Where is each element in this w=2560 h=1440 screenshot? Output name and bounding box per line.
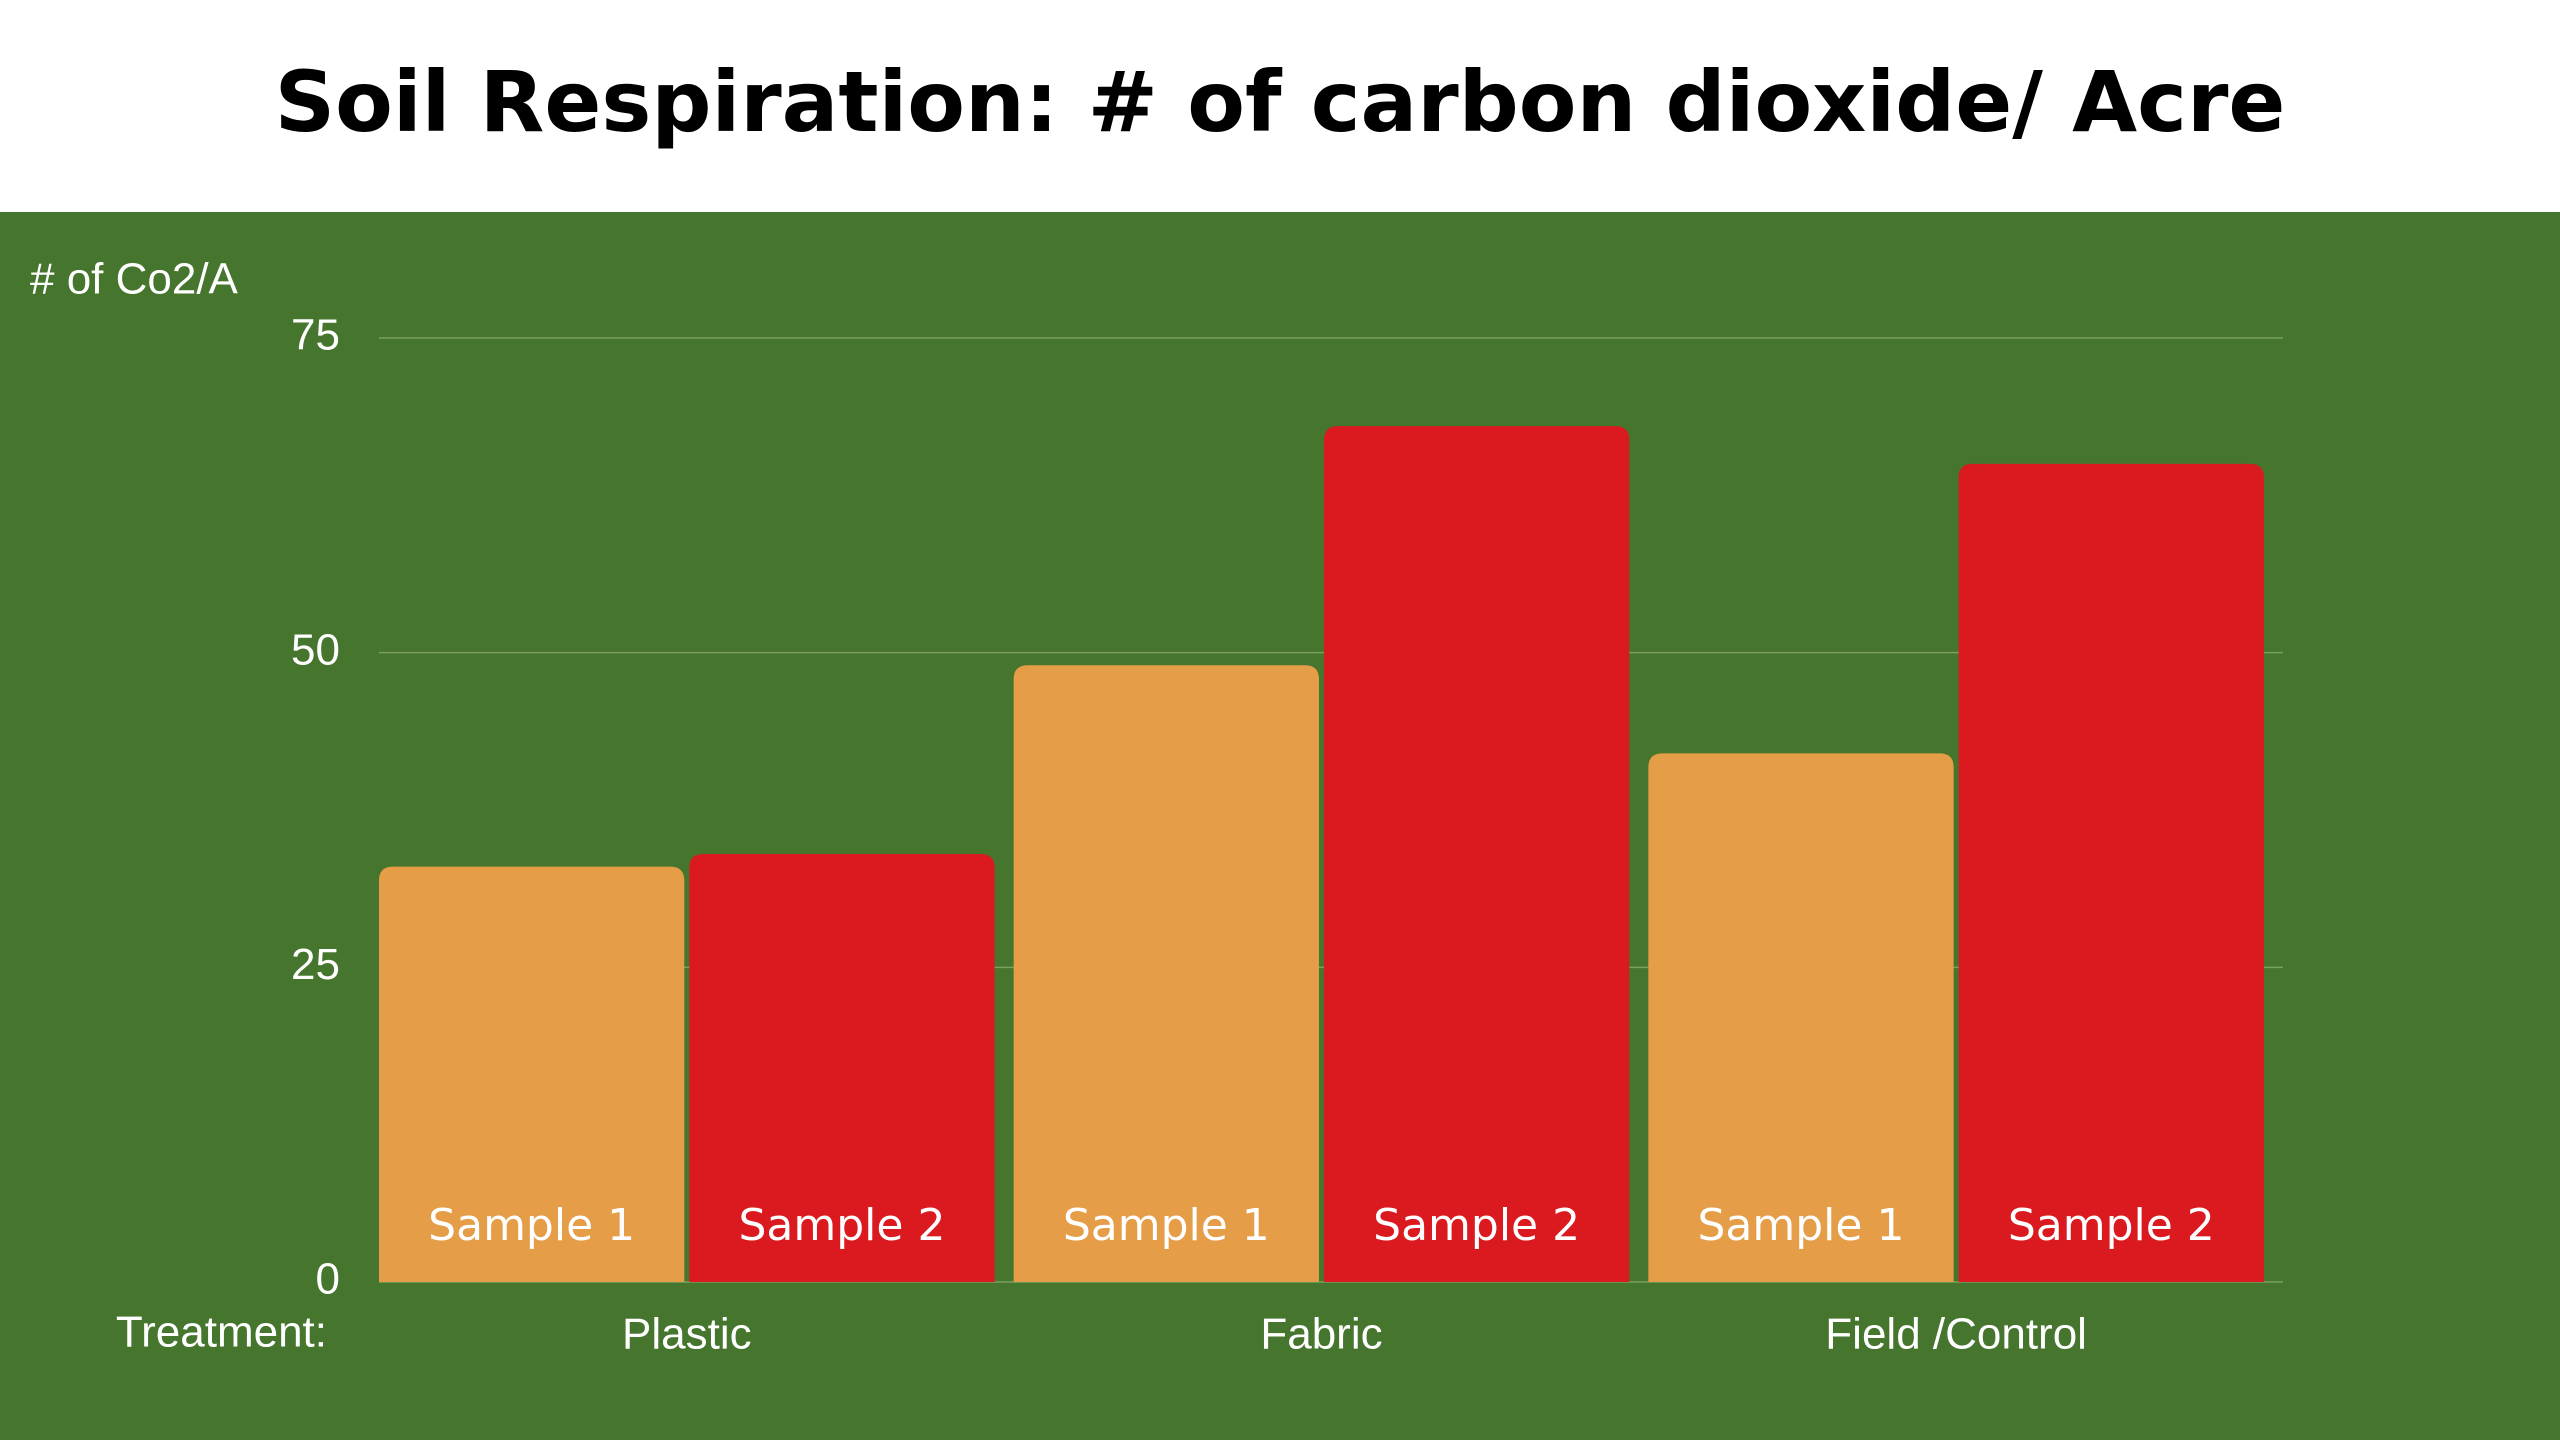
bar-label: Sample 1: [1698, 1200, 1905, 1251]
y-tick-label: 25: [291, 940, 340, 989]
y-tick-label: 50: [291, 625, 340, 674]
chart-title: Soil Respiration: # of carbon dioxide/ A…: [275, 53, 2286, 151]
bar: [1013, 665, 1319, 1282]
bar-label: Sample 2: [1373, 1200, 1580, 1251]
bar: [1648, 753, 1954, 1282]
bar: [689, 854, 995, 1282]
bar-label: Sample 2: [2008, 1200, 2215, 1251]
y-tick-label: 75: [291, 311, 340, 360]
y-axis-label: # of Co2/A: [30, 255, 239, 304]
bar: [1958, 463, 2264, 1282]
bar-label: Sample 1: [428, 1200, 635, 1251]
x-axis-label: Treatment:: [116, 1308, 327, 1357]
bar-label: Sample 1: [1063, 1200, 1270, 1251]
bar-label: Sample 2: [738, 1200, 945, 1251]
bar: [1323, 426, 1630, 1282]
y-tick-label: 0: [316, 1255, 340, 1304]
x-tick-label: Plastic: [622, 1310, 752, 1359]
x-tick-label: Fabric: [1260, 1310, 1382, 1359]
x-tick-label: Field /Control: [1825, 1310, 2087, 1359]
bar: [379, 866, 685, 1282]
